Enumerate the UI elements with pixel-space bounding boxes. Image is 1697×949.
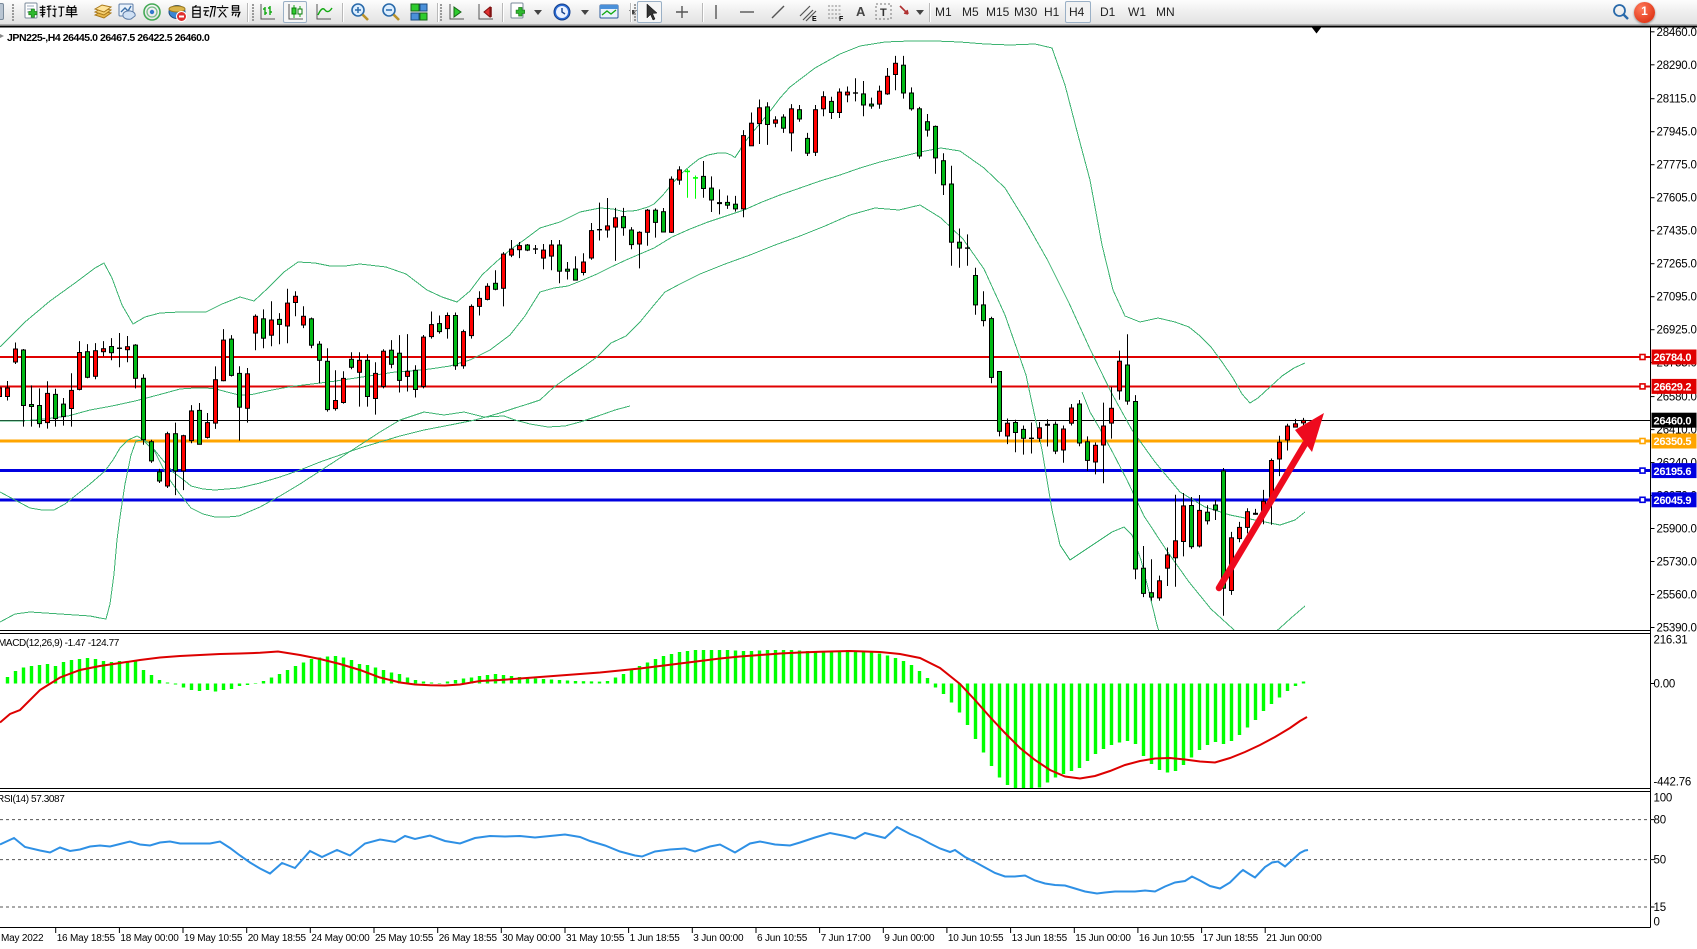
- svg-text:26629.2: 26629.2: [1654, 382, 1692, 394]
- svg-text:16 May 18:55: 16 May 18:55: [57, 933, 116, 944]
- svg-text:19 May 10:55: 19 May 10:55: [184, 933, 243, 944]
- svg-text:25390.0: 25390.0: [1657, 623, 1697, 635]
- svg-text:25900.0: 25900.0: [1657, 524, 1697, 536]
- svg-text:9 Jun 00:00: 9 Jun 00:00: [884, 933, 935, 944]
- svg-text:JPN225-,H4 26445.0 26467.5 26: JPN225-,H4 26445.0 26467.5 26422.5 26460…: [7, 32, 210, 44]
- svg-text:26195.6: 26195.6: [1654, 466, 1692, 478]
- svg-text:0.00: 0.00: [1654, 679, 1676, 691]
- svg-text:28460.0: 28460.0: [1657, 27, 1697, 39]
- svg-text:28290.0: 28290.0: [1657, 60, 1697, 72]
- svg-text:80: 80: [1654, 815, 1666, 827]
- svg-text:0: 0: [1654, 917, 1660, 929]
- svg-text:26580.0: 26580.0: [1657, 392, 1697, 404]
- svg-text:26784.0: 26784.0: [1654, 352, 1692, 364]
- svg-text:26460.0: 26460.0: [1654, 415, 1692, 427]
- svg-text:15 Jun 00:00: 15 Jun 00:00: [1075, 933, 1131, 944]
- svg-text:26925.0: 26925.0: [1657, 325, 1697, 337]
- svg-text:26350.5: 26350.5: [1654, 436, 1692, 448]
- svg-text:31 May 10:55: 31 May 10:55: [566, 933, 625, 944]
- svg-text:26 May 18:55: 26 May 18:55: [439, 933, 498, 944]
- svg-text:25560.0: 25560.0: [1657, 590, 1697, 602]
- svg-text:25 May 10:55: 25 May 10:55: [375, 933, 434, 944]
- svg-text:27605.0: 27605.0: [1657, 193, 1697, 205]
- svg-text:27095.0: 27095.0: [1657, 292, 1697, 304]
- svg-text:20 May 18:55: 20 May 18:55: [248, 933, 307, 944]
- svg-text:-442.76: -442.76: [1654, 777, 1692, 789]
- svg-text:7 Jun 17:00: 7 Jun 17:00: [821, 933, 872, 944]
- svg-text:27435.0: 27435.0: [1657, 226, 1697, 238]
- svg-text:MACD(12,26,9) -1.47 -124.77: MACD(12,26,9) -1.47 -124.77: [0, 638, 120, 649]
- svg-text:RSI(14) 57.3087: RSI(14) 57.3087: [0, 794, 65, 805]
- svg-text:15: 15: [1654, 902, 1666, 914]
- svg-text:16 Jun 10:55: 16 Jun 10:55: [1139, 933, 1195, 944]
- svg-text:13 Jun 18:55: 13 Jun 18:55: [1012, 933, 1068, 944]
- svg-text:27265.0: 27265.0: [1657, 259, 1697, 271]
- svg-text:18 May 00:00: 18 May 00:00: [120, 933, 179, 944]
- svg-text:27775.0: 27775.0: [1657, 160, 1697, 172]
- svg-text:216.31: 216.31: [1654, 635, 1688, 647]
- svg-text:28115.0: 28115.0: [1657, 94, 1696, 106]
- svg-text:F: F: [839, 16, 844, 22]
- svg-text:50: 50: [1654, 855, 1666, 867]
- svg-text:21 Jun 00:00: 21 Jun 00:00: [1266, 933, 1322, 944]
- svg-text:30 May 00:00: 30 May 00:00: [502, 933, 561, 944]
- svg-text:25730.0: 25730.0: [1657, 557, 1697, 569]
- svg-text:27945.0: 27945.0: [1657, 127, 1697, 139]
- svg-text:E: E: [812, 16, 817, 22]
- svg-text:26045.9: 26045.9: [1654, 495, 1692, 507]
- svg-text:10 Jun 10:55: 10 Jun 10:55: [948, 933, 1004, 944]
- svg-text:24 May 00:00: 24 May 00:00: [311, 933, 370, 944]
- svg-text:17 Jun 18:55: 17 Jun 18:55: [1203, 933, 1259, 944]
- svg-text:6 Jun 10:55: 6 Jun 10:55: [757, 933, 808, 944]
- svg-text:3 Jun 00:00: 3 Jun 00:00: [693, 933, 744, 944]
- svg-text:T: T: [880, 7, 887, 19]
- svg-text:May 2022: May 2022: [1, 933, 44, 944]
- svg-text:1 Jun 18:55: 1 Jun 18:55: [630, 933, 681, 944]
- svg-text:100: 100: [1654, 793, 1673, 805]
